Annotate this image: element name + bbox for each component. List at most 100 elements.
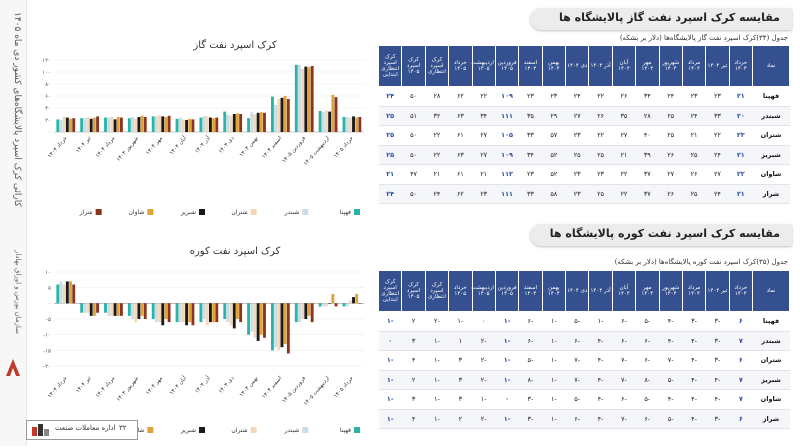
bar xyxy=(158,303,161,323)
bar xyxy=(185,120,189,132)
table-cell: -۸ xyxy=(518,370,543,390)
table-cell: ۲۵ xyxy=(659,106,683,126)
bar xyxy=(143,303,147,319)
table-header-cell: دی ۱۴۰۴ xyxy=(564,45,590,87)
bar xyxy=(69,118,72,132)
bar xyxy=(178,303,182,323)
bar xyxy=(72,284,76,304)
table-cell: -۵ xyxy=(565,389,589,410)
table-header-cell: اردیبهشت ۱۴۰۵ xyxy=(471,270,496,312)
y-tick-label: ۵ xyxy=(48,286,51,292)
bar xyxy=(86,303,90,313)
bar xyxy=(318,303,322,307)
table-cell: -۱ xyxy=(425,370,449,390)
bar xyxy=(202,115,206,132)
table-cell: ۵۸ xyxy=(542,184,566,204)
table-cell: ۲۹ xyxy=(542,106,566,126)
legend-label: شتران xyxy=(231,209,247,216)
bar xyxy=(80,118,84,132)
bar xyxy=(215,303,219,323)
x-tick-label: اردیبهشت ۱۴۰۵ xyxy=(303,375,331,407)
table-cell: -۴ xyxy=(705,389,730,410)
bar xyxy=(89,118,93,132)
table-cell: -۱ xyxy=(542,409,566,429)
table-row: فهپنا ۶ -۳ -۳ -۴ -۵ -۶ -۱ -۵ -۱ -۶ -۱ ۰ -۱ -۲ ۲ -۱ xyxy=(378,311,790,332)
x-tick-label: آبان ۱۴۰۴ xyxy=(168,134,188,156)
bar xyxy=(352,116,355,132)
table-cell: ۲۴ xyxy=(378,184,402,204)
table-cell: ۲۱ xyxy=(729,145,753,165)
bar xyxy=(286,99,290,132)
table-cell: ۵۰ xyxy=(401,125,426,146)
table-cell: -۱ xyxy=(425,389,449,410)
bar xyxy=(286,303,290,354)
legend-swatch xyxy=(354,209,360,215)
bar xyxy=(83,303,87,313)
bar xyxy=(348,300,352,304)
bar xyxy=(321,303,325,307)
x-tick-label: فروردین ۱۴۰۵ xyxy=(281,135,307,164)
bar xyxy=(325,303,328,307)
x-tick-label: خرداد ۱۴۰۴ xyxy=(47,375,69,399)
bar xyxy=(229,115,233,132)
table-cell: -۱ xyxy=(425,409,449,429)
table-header-cell: خرداد ۱۴۰۵ xyxy=(448,270,473,312)
table-cell: ۲ xyxy=(448,409,472,429)
table-cell: ۵۲ xyxy=(542,145,566,165)
bar xyxy=(236,113,239,132)
table-cell: ۳۳ xyxy=(518,125,543,146)
table-cell: -۱ xyxy=(542,350,566,371)
bar xyxy=(154,116,158,132)
table-cell: ۲۵ xyxy=(682,184,706,204)
table-cell: ۲۲ xyxy=(729,164,753,185)
table-cell: -۵ xyxy=(635,389,659,410)
table-cell: ۶۱ xyxy=(448,125,472,146)
brand-box: اداره معاملات صنعت ۳۲ xyxy=(26,420,138,440)
table-row: شراز ۶ -۳ -۴ -۵ -۶ -۷ -۴ -۶ -۱ -۳ -۱ -۲ ۲ -۱ ۴ -۱ xyxy=(378,409,790,429)
bar xyxy=(199,303,203,323)
table-cell: ۲۲ xyxy=(425,145,449,165)
bar xyxy=(83,118,87,132)
x-tick-label: مرداد ۱۴۰۴ xyxy=(95,135,116,159)
x-tick-label: دی ۱۴۰۴ xyxy=(218,375,236,395)
table-cell: ۲۳ xyxy=(729,125,753,146)
bar xyxy=(342,117,346,132)
table-header-cell: مهر ۱۴۰۴ xyxy=(635,45,660,87)
x-tick-label: مهر ۱۴۰۴ xyxy=(145,135,164,156)
bar xyxy=(348,117,352,132)
table-cell: -۱ xyxy=(425,350,449,371)
bar xyxy=(205,116,209,132)
table-header-cell: کرک اسپرد انتظاری ابتدایی xyxy=(377,270,403,312)
bar xyxy=(140,115,144,132)
bar xyxy=(250,112,254,132)
bar xyxy=(342,303,346,307)
table-cell: ۲۱ xyxy=(425,164,449,185)
table-cell: ۳۷ xyxy=(635,184,659,204)
bar xyxy=(134,118,138,132)
legend-swatch xyxy=(199,209,205,215)
x-tick-label: خرداد ۱۴۰۵ xyxy=(333,135,355,159)
bar xyxy=(104,303,107,313)
bar xyxy=(113,303,117,316)
table-row: شبندر ۷ -۳ -۴ -۴ -۶ -۶ -۴ -۶ -۱ -۶ -۱ -۲ ۱ -۱ ۳ ۰ xyxy=(378,331,790,351)
table-cell: -۳ xyxy=(705,409,730,429)
bar xyxy=(161,116,165,132)
bar xyxy=(247,118,251,132)
bar xyxy=(212,118,216,132)
gasoil-crack-table: نماد خرداد ۱۴۰۴ تیر ۱۴۰۴ مرداد ۱۴۰۴ شهریور ۱… xyxy=(377,45,790,204)
table-cell: -۱ xyxy=(495,331,519,351)
table-cell: -۴ xyxy=(588,370,613,390)
bar xyxy=(134,303,138,323)
legend-label: شبندر xyxy=(284,209,300,216)
bar xyxy=(232,303,236,329)
table-cell: -۵ xyxy=(565,311,589,332)
bar xyxy=(188,118,192,132)
bar xyxy=(59,281,63,304)
bar xyxy=(304,303,308,319)
bar xyxy=(175,118,179,132)
bar xyxy=(199,117,203,132)
x-tick-label: آذر ۱۴۰۴ xyxy=(193,374,212,394)
y-tick-label: ۰ xyxy=(48,130,51,136)
bar xyxy=(274,303,278,348)
bar xyxy=(256,303,260,341)
